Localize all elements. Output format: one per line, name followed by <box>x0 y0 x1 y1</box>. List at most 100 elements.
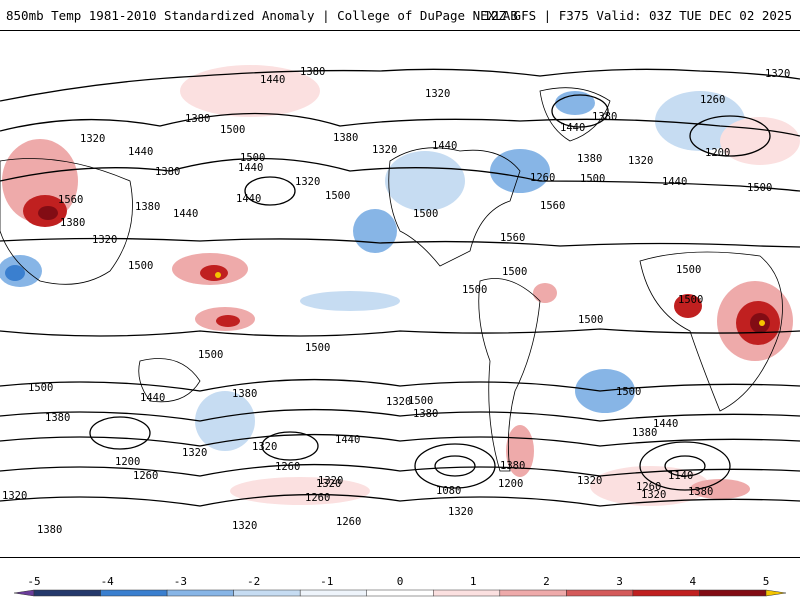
extreme-warm-dot-pacific <box>215 272 221 278</box>
colorbar-swatches <box>13 589 787 597</box>
contour-label: 1380 <box>135 201 160 213</box>
colorbar-tick-label: -1 <box>320 575 333 588</box>
colorbar-tick-label: 2 <box>543 575 550 588</box>
anomaly-map[interactable]: 1440 1380 1320 1380 1500 1440 1500 1440 … <box>0 30 800 558</box>
colorbar-swatch <box>233 589 301 597</box>
contour-label: 1380 <box>577 153 602 165</box>
contour-1500-north <box>0 157 800 192</box>
north-america-outline <box>388 147 521 267</box>
contour-label: 1500 <box>616 386 641 398</box>
colorbar-tick-label: -5 <box>27 575 40 588</box>
contour-label: 1380 <box>632 427 657 439</box>
contour-label: 1440 <box>140 392 165 404</box>
contour-label: 1200 <box>115 456 140 468</box>
contour-label: 1560 <box>500 232 525 244</box>
contour-label: 1320 <box>2 490 27 502</box>
contour-label: 1380 <box>45 412 70 424</box>
contour-label: 1200 <box>498 478 523 490</box>
warm-anomaly-s-america <box>533 283 557 303</box>
contour-1260-arctic-low <box>689 115 771 157</box>
contour-label: 1440 <box>653 418 678 430</box>
header: 850mb Temp 1981-2010 Standardized Anomal… <box>0 0 800 30</box>
contour-1080-core <box>434 455 476 477</box>
australia-outline <box>138 358 201 403</box>
contour-label: 1500 <box>578 314 603 326</box>
contour-label: 1500 <box>28 382 53 394</box>
contour-label: 1380 <box>60 217 85 229</box>
contour-1320-greenland-low <box>551 94 609 128</box>
contour-label: 1440 <box>560 122 585 134</box>
contour-label: 1440 <box>260 74 285 86</box>
contour-label: 1440 <box>238 162 263 174</box>
contour-label: 1200 <box>705 147 730 159</box>
contour-1380-north <box>0 68 800 102</box>
colorbar-tick-label: -3 <box>174 575 187 588</box>
warm-anomaly-antarctic <box>690 479 750 499</box>
contour-1440-north <box>0 112 800 137</box>
contour-label: 1260 <box>336 516 361 528</box>
contour-label: 1560 <box>540 200 565 212</box>
contour-label: 1320 <box>448 506 473 518</box>
contour-label: 1500 <box>580 173 605 185</box>
colorbar-tick-label: -2 <box>247 575 260 588</box>
contour-1440-south <box>0 408 800 422</box>
contour-label: 1440 <box>432 140 457 152</box>
contour-label: 1500 <box>198 349 223 361</box>
contour-label: 1260 <box>530 172 555 184</box>
colorbar-swatch <box>699 589 767 597</box>
contour-1500-tropics <box>0 328 800 337</box>
contour-label: 1440 <box>236 193 261 205</box>
contour-label: 1500 <box>128 260 153 272</box>
contour-label: 1380 <box>500 460 525 472</box>
contour-label: 1320 <box>577 475 602 487</box>
colorbar-svg: -5 -4 -3 -2 -1 0 1 2 3 4 5 <box>13 575 787 597</box>
colorbar-swatch <box>100 589 168 597</box>
contour-label: 1380 <box>300 66 325 78</box>
africa-outline <box>639 251 783 412</box>
contour-1260-low <box>261 431 319 461</box>
map-title: 850mb Temp 1981-2010 Standardized Anomal… <box>6 8 518 23</box>
contour-label: 1500 <box>462 284 487 296</box>
contour-label: 1380 <box>155 166 180 178</box>
contour-label: 1320 <box>318 475 343 487</box>
colorbar: -5 -4 -3 -2 -1 0 1 2 3 4 5 <box>0 570 800 600</box>
contour-label: 1080 <box>436 485 461 497</box>
contour-label: 1440 <box>173 208 198 220</box>
contour-label: 1500 <box>747 182 772 194</box>
contour-label: 1560 <box>58 194 83 206</box>
south-america-outline <box>478 278 541 472</box>
contour-label: 1320 <box>295 176 320 188</box>
contour-label: 1380 <box>185 113 210 125</box>
contour-label: 1320 <box>80 133 105 145</box>
colorbar-tick-label: 0 <box>397 575 404 588</box>
colorbar-swatch <box>299 589 367 597</box>
contour-label: 1320 <box>425 88 450 100</box>
colorbar-tick-label: 5 <box>763 575 770 588</box>
contour-label: 1500 <box>325 190 350 202</box>
contour-label: 1320 <box>92 234 117 246</box>
warm-anomaly-southern-ocean <box>230 477 370 505</box>
strong-warm-anomaly-w-pacific <box>200 265 228 281</box>
contour-label: 1320 <box>386 396 411 408</box>
contour-1140-core <box>664 455 706 477</box>
model-run-info: 12Z GFS | F375 Valid: 03Z TUE DEC 02 202… <box>483 8 792 23</box>
contour-label: 1320 <box>628 155 653 167</box>
colorbar-swatch <box>166 589 234 597</box>
contour-label: 1380 <box>37 524 62 536</box>
contour-label: 1440 <box>335 434 360 446</box>
cold-anomaly-e-pacific <box>353 209 397 253</box>
cold-anomaly-core-w-asia <box>5 265 25 281</box>
contour-label: 1140 <box>668 470 693 482</box>
colorbar-swatch <box>366 589 434 597</box>
contour-label: 1500 <box>678 294 703 306</box>
contour-1500-south <box>0 378 800 392</box>
warm-anomaly-w-africa <box>674 294 702 318</box>
colorbar-extend-high <box>765 589 787 597</box>
colorbar-swatch <box>499 589 567 597</box>
contour-label: 1260 <box>305 492 330 504</box>
strong-warm-anomaly-s-pacific <box>216 315 240 327</box>
contour-label: 1380 <box>592 111 617 123</box>
contour-1260-south <box>0 493 800 507</box>
contour-1320-pacific-low <box>244 176 296 206</box>
contour-label: 1260 <box>275 461 300 473</box>
